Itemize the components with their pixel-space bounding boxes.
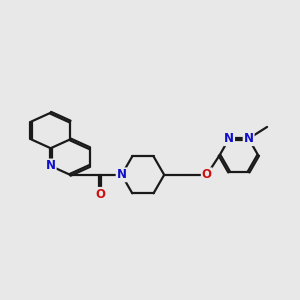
Text: N: N	[117, 168, 127, 181]
Text: N: N	[224, 132, 234, 145]
Text: N: N	[244, 132, 254, 145]
Text: O: O	[202, 168, 212, 181]
Text: O: O	[95, 188, 105, 201]
Text: N: N	[46, 160, 56, 172]
